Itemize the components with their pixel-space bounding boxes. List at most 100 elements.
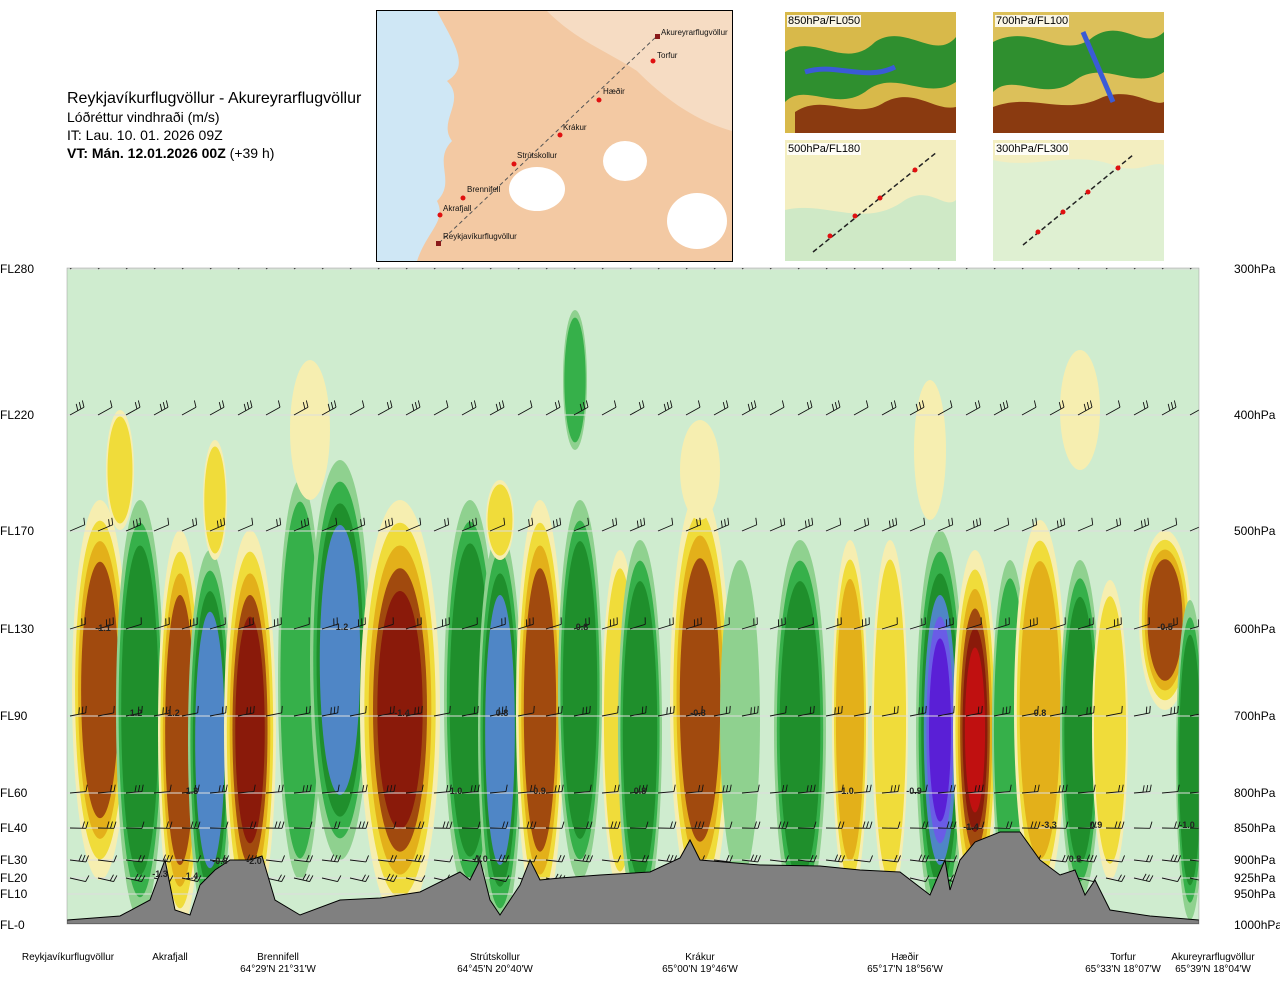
wind-barb	[293, 854, 313, 863]
wind-barb	[489, 617, 506, 630]
fl-label: FL40	[0, 821, 28, 835]
thumb-700hpa[interactable]: 700hPa/FL100	[992, 11, 1165, 134]
wind-barb	[517, 517, 534, 532]
wind-barb	[853, 784, 872, 794]
wind-barb	[349, 784, 368, 794]
wind-barb	[265, 855, 285, 863]
wind-barb	[965, 784, 984, 794]
wind-barb	[545, 517, 562, 532]
wind-barb	[405, 854, 425, 863]
value-label: 0.8	[576, 622, 589, 632]
wind-barb	[209, 617, 226, 630]
wind-barb	[825, 784, 844, 794]
location-name: Torfur	[1110, 952, 1136, 963]
terrain-profile	[67, 831, 1199, 924]
wind-barb	[1133, 400, 1149, 416]
wind-barb	[685, 617, 702, 630]
fl-label: FL-0	[0, 918, 25, 932]
glacier-1	[509, 167, 565, 211]
wind-barb	[629, 617, 646, 630]
value-labels: -1.1 1.2 -1.2 1.3 -1.3 1.4 -2.0 1.2 -1.4 0.8 1.0 -0…	[95, 622, 1195, 881]
wind-barb	[797, 268, 801, 270]
velocity-cell	[835, 579, 865, 861]
value-label: -1.0	[1179, 820, 1195, 830]
velocity-cell	[1064, 596, 1096, 864]
thumb-500-svg	[785, 140, 956, 261]
wind-barb	[993, 821, 1013, 829]
map-label-krakur: Krákur	[563, 123, 587, 132]
wind-barb	[489, 268, 493, 270]
wind-barb	[713, 617, 730, 630]
wind-barb	[69, 400, 85, 416]
velocity-cell	[914, 380, 946, 520]
value-label: -1.1	[95, 623, 111, 633]
fl-label: FL280	[0, 262, 34, 276]
thumb-500hpa[interactable]: 500hPa/FL180	[784, 139, 957, 262]
wind-barb	[853, 705, 871, 717]
wind-barb	[97, 268, 101, 270]
wind-barb	[993, 517, 1010, 532]
wind-barb	[1189, 619, 1199, 630]
wind-barb	[657, 400, 673, 416]
lead-time: (+39 h)	[229, 145, 275, 161]
velocity-cell	[290, 360, 330, 500]
wind-barb	[937, 268, 941, 270]
velocity-cell	[487, 484, 513, 556]
wind-barb	[489, 400, 505, 416]
hpa-label: 900hPa	[1234, 853, 1276, 867]
chart-title-block: Reykjavíkurflugvöllur - Akureyrarflugvöl…	[67, 90, 361, 162]
wind-barb	[1105, 784, 1124, 794]
wind-barb	[657, 784, 676, 794]
wind-barb	[433, 268, 437, 270]
wind-barb	[153, 784, 172, 794]
wind-barb	[629, 400, 645, 416]
wind-barb	[405, 268, 409, 270]
wind-barb	[489, 854, 509, 863]
wind-barb	[1133, 617, 1150, 630]
wind-barb	[461, 784, 480, 794]
wind-barb	[293, 821, 313, 829]
issue-time: IT: Lau. 10. 01. 2026 09Z	[67, 127, 223, 143]
wind-barb	[657, 268, 661, 270]
wind-barb	[181, 705, 199, 717]
wind-barb	[937, 400, 953, 416]
wind-barb	[1189, 859, 1199, 862]
wind-barb	[825, 517, 842, 532]
wind-barb	[769, 517, 786, 532]
wind-barb	[797, 517, 814, 532]
wind-barb	[629, 268, 633, 270]
x-axis-locations: Reykjavíkurflugvöllur Akrafjall Brennifell…	[22, 951, 1255, 975]
wind-barb	[461, 268, 465, 270]
wind-barb	[517, 784, 536, 794]
wind-barb	[769, 855, 789, 863]
wind-barb	[321, 875, 342, 883]
thumb-300hpa[interactable]: 300hPa/FL300	[992, 139, 1165, 262]
wind-barb	[769, 268, 773, 270]
wind-barb	[125, 268, 129, 270]
wind-barb	[69, 784, 88, 794]
wind-barb	[405, 705, 423, 717]
wind-barb	[97, 784, 116, 794]
wind-barb	[853, 517, 870, 532]
wind-barb	[1189, 877, 1199, 881]
wind-barb	[1105, 400, 1121, 416]
wind-barb	[377, 784, 396, 794]
wind-barb	[713, 705, 731, 717]
wind-barb	[825, 268, 829, 270]
wind-barb	[1077, 400, 1093, 416]
wind-barb	[97, 400, 113, 416]
wind-barb	[993, 268, 997, 270]
wind-barb	[545, 784, 564, 794]
wind-barb	[181, 517, 198, 532]
velocity-cell	[204, 446, 226, 554]
wind-barb	[797, 617, 814, 630]
thumb-850hpa[interactable]: 850hPa/FL050	[784, 11, 957, 134]
wind-barb	[965, 705, 983, 717]
location-coord: 64°29'N 21°31'W	[240, 964, 316, 975]
thumb-300-svg	[993, 140, 1164, 261]
hpa-label: 700hPa	[1234, 709, 1276, 723]
fl-label: FL60	[0, 786, 28, 800]
wind-barb	[265, 821, 285, 829]
wind-barb	[321, 617, 338, 630]
wind-barb	[517, 400, 533, 416]
